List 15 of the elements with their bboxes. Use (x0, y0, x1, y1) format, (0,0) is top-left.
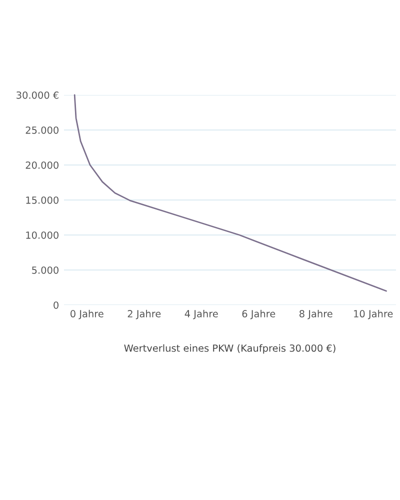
line-series (74, 94, 387, 292)
y-tick-label: 30.000 € (16, 91, 58, 99)
x-tick-label: 2 Jahre (128, 310, 161, 320)
x-axis-title: Wertverlust eines PKW (Kaufpreis 30.000 €) (124, 344, 336, 354)
y-tick-label: 20.000 (26, 161, 58, 169)
x-tick-label: 10 Jahre (354, 310, 393, 320)
x-tick-label: 8 Jahre (300, 310, 332, 320)
y-tick-label: 25.000 (26, 126, 58, 134)
y-tick-label: 10.000 (26, 231, 58, 239)
x-tick-label: 4 Jahre (184, 310, 218, 320)
y-tick-label: 5.000 (32, 266, 58, 274)
x-tick-label: 0 Jahre (70, 310, 104, 320)
x-tick-label: 6 Jahre (242, 310, 276, 320)
y-tick-label: 0 (54, 301, 58, 309)
y-tick-label: 15.000 (26, 196, 58, 204)
